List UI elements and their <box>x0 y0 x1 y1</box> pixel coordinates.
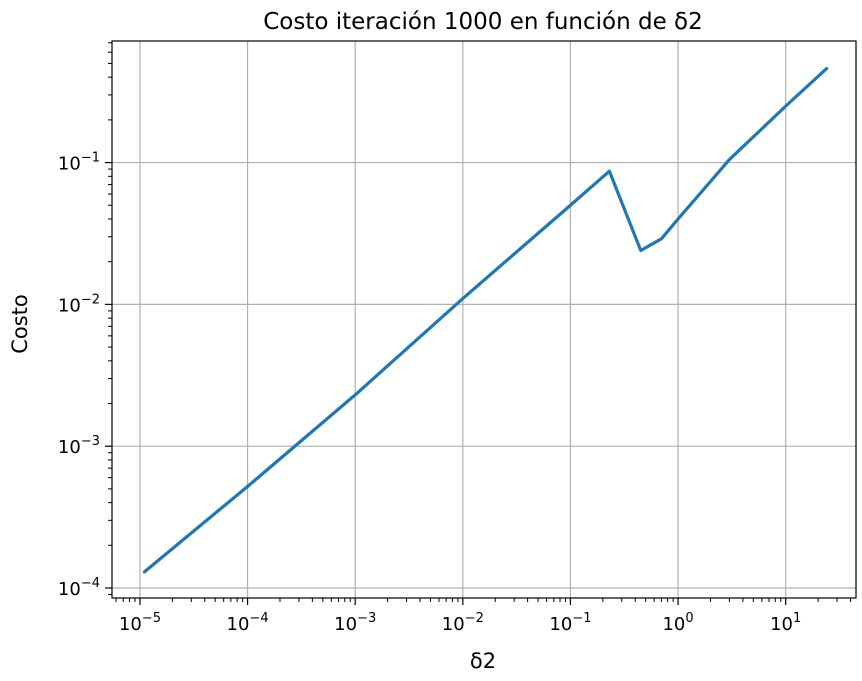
x-tick-label: 100 <box>662 611 693 635</box>
x-tick-label: 10−5 <box>119 611 161 635</box>
grid-layer <box>112 41 856 598</box>
y-tick-label: 10−3 <box>58 434 100 458</box>
y-tick-label: 10−4 <box>58 576 100 600</box>
x-axis-label: δ2 <box>470 649 496 673</box>
x-tick-label: 101 <box>770 611 801 635</box>
x-tick-label: 10−2 <box>442 611 484 635</box>
x-tick-label: 10−3 <box>334 611 376 635</box>
x-tick-label: 10−4 <box>227 611 269 635</box>
chart-title: Costo iteración 1000 en función de δ2 <box>263 9 703 35</box>
y-tick-label: 10−1 <box>58 151 100 175</box>
y-tick-label: 10−2 <box>58 292 100 316</box>
x-tick-label: 10−1 <box>549 611 591 635</box>
axes-layer: 10−5 10−4 10−3 10−2 10−1 100 101 10−4 10−3 10−2 10… <box>58 40 857 635</box>
plot-frame <box>111 40 857 599</box>
series-line <box>142 66 829 574</box>
series-layer <box>142 66 829 574</box>
y-axis-label: Costo <box>8 294 32 354</box>
